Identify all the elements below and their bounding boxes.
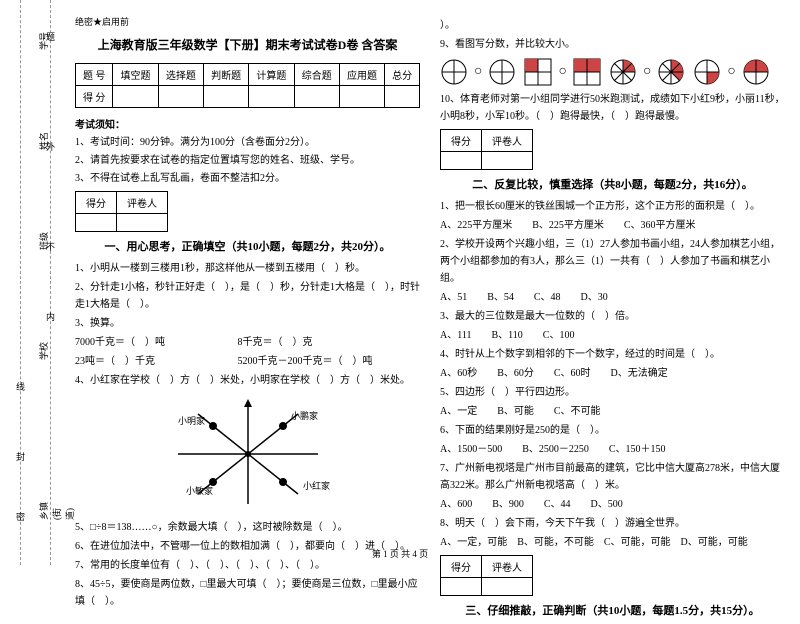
- mark-0: 题: [46, 30, 55, 43]
- q2-3: 3、最大的三位数是最大一位数的（ ）倍。: [440, 308, 785, 325]
- q1-8: 8、45÷5，要使商是两位数，□里最大可填（ ）；要使商是三位数，□里最小应填（…: [75, 576, 420, 610]
- cmp-1: ○: [474, 64, 482, 80]
- q1-4: 4、小红家在学校（ ）方（ ）米处，小明家在学校（ ）方（ ）米处。: [75, 372, 420, 389]
- section2-heading: 二、反复比较，慎重选择（共8小题，每题2分，共16分）。: [440, 176, 785, 192]
- section3-heading: 三、仔细推敲，正确判断（共10小题，每题1.5分，共15分）。: [440, 602, 785, 618]
- side-label-4: 学校: [37, 342, 50, 360]
- mark-3: 内: [46, 310, 55, 323]
- q2-8: 8、明天（ ）会下雨，今天下午我（ ）游遍全世界。: [440, 515, 785, 532]
- notice-title: 考试须知：: [75, 116, 420, 131]
- side-label-5: 乡镇(街道): [37, 497, 76, 520]
- direction-diagram: 小鹏家 小红家 小敏家 小明家: [158, 394, 338, 514]
- score-h6: 应用题: [339, 64, 384, 86]
- dlabel-w: 小明家: [178, 415, 205, 426]
- score-h3: 判断题: [203, 64, 248, 86]
- notice-3: 3、不得在试卷上乱写乱画，卷面不整洁扣2分。: [75, 171, 420, 187]
- q1-9: 9、看图写分数，并比较大小。: [440, 36, 785, 53]
- dlabel-n: 小鹏家: [291, 410, 318, 421]
- dlabel-s: 小敏家: [186, 485, 213, 496]
- q1-3d: 5200千克－200千克＝（ ）吨: [238, 356, 373, 367]
- exam-page: 学号 姓名 班级 学校 乡镇(街道) 题 外 不 内 线 封 密 绝密★启用前 …: [0, 0, 800, 565]
- score-h0: 题 号: [76, 64, 113, 86]
- dash-line-1: [20, 0, 21, 565]
- binding-sidebar: 学号 姓名 班级 学校 乡镇(街道) 题 外 不 内 线 封 密: [0, 0, 60, 565]
- q1-8-cont: ）。: [440, 17, 785, 34]
- mark-6: 密: [16, 510, 25, 523]
- q2-7-opts: A、600 B、900 C、44 D、500: [440, 496, 785, 513]
- left-column: 绝密★启用前 上海教育版三年级数学【下册】期末考试试卷D卷 含答案 题 号 填空…: [75, 15, 420, 624]
- content-area: 绝密★启用前 上海教育版三年级数学【下册】期末考试试卷D卷 含答案 题 号 填空…: [75, 15, 785, 624]
- score-h2: 选择题: [158, 64, 203, 86]
- q2-6: 6、下面的结果刚好是250的是（ ）。: [440, 422, 785, 439]
- frac-pair-3: ○: [609, 58, 685, 86]
- dlabel-e: 小红家: [303, 480, 330, 491]
- dash-line-2: [50, 0, 51, 565]
- score-h4: 计算题: [249, 64, 294, 86]
- q1-1: 1、小明从一楼到三楼用1秒，那这样他从一楼到五楼用（ ）秒。: [75, 260, 420, 277]
- cmp-2: ○: [558, 64, 566, 80]
- q2-4: 4、时针从上个数字到相邻的下一个数字，经过的时间是（ ）。: [440, 346, 785, 363]
- q1-3: 3、换算。: [75, 315, 420, 332]
- q2-6-opts: A、1500－500 B、2500－2250 C、150＋150: [440, 441, 785, 458]
- score-h5: 综合题: [294, 64, 339, 86]
- notice-block: 1、考试时间：90分钟。满分为100分（含卷面分2分）。 2、请首先按要求在试卷…: [75, 135, 420, 187]
- confidential-label: 绝密★启用前: [75, 15, 420, 28]
- eval-table-1: 得分评卷人: [75, 191, 168, 232]
- cmp-4: ○: [727, 64, 735, 80]
- q2-1-opts: A、225平方厘米 B、225平方厘米 C、360平方厘米: [440, 217, 785, 234]
- q2-5: 5、四边形（ ）平行四边形。: [440, 384, 785, 401]
- q2-1: 1、把一根长60厘米的铁丝围城一个正方形，这个正方形的面积是（ ）。: [440, 198, 785, 215]
- q2-5-opts: A、一定 B、可能 C、不可能: [440, 403, 785, 420]
- q1-10: 10、体育老师对第一小组同学进行50米跑测试，成绩如下小红9秒，小丽11秒，小明…: [440, 91, 785, 125]
- mark-1: 外: [46, 140, 55, 153]
- frac-pair-4: ○: [693, 58, 769, 86]
- score-h1: 填空题: [113, 64, 158, 86]
- q2-2: 2、学校开设两个兴趣小组，三（1）27人参加书画小组，24人参加棋艺小组，两个小…: [440, 236, 785, 287]
- q1-3-row2: 23吨＝（ ）千克 5200千克－200千克＝（ ）吨: [75, 353, 420, 370]
- mark-4: 线: [16, 380, 25, 393]
- cmp-3: ○: [643, 64, 651, 80]
- eval-h1: 评卷人: [117, 192, 168, 214]
- exam-title: 上海教育版三年级数学【下册】期末考试试卷D卷 含答案: [75, 36, 420, 53]
- eval-table-2: 得分评卷人: [440, 129, 533, 170]
- q2-7: 7、广州新电视塔是广州市目前最高的建筑，它比中信大厦高278米，中信大厦高322…: [440, 460, 785, 494]
- q1-3a: 7000千克＝（ ）吨: [75, 334, 235, 351]
- eval-table-3: 得分评卷人: [440, 555, 533, 596]
- mark-5: 封: [16, 450, 25, 463]
- right-column: ）。 9、看图写分数，并比较大小。 ○ ○: [440, 15, 785, 624]
- q1-5: 5、□÷8＝138……○，余数最大填（ ），这时被除数是（ ）。: [75, 519, 420, 536]
- notice-2: 2、请首先按要求在试卷的指定位置填写您的姓名、班级、学号。: [75, 153, 420, 169]
- eval-h0: 得分: [76, 192, 117, 214]
- q2-4-opts: A、60秒 B、60分 C、60时 D、无法确定: [440, 365, 785, 382]
- mark-2: 不: [46, 240, 55, 253]
- score-r2: 得 分: [76, 86, 113, 108]
- q1-3c: 23吨＝（ ）千克: [75, 353, 235, 370]
- q1-2: 2、分针走1小格，秒针正好走（ ），是（ ）秒，分针走1大格是（ ），时针走1大…: [75, 279, 420, 313]
- q1-3-row: 7000千克＝（ ）吨 8千克＝（ ）克: [75, 334, 420, 351]
- q1-3b: 8千克＝（ ）克: [238, 337, 313, 348]
- q2-3-opts: A、111 B、110 C、100: [440, 327, 785, 344]
- notice-1: 1、考试时间：90分钟。满分为100分（含卷面分2分）。: [75, 135, 420, 151]
- section1-heading: 一、用心思考，正确填空（共10小题，每题2分，共20分）。: [75, 238, 420, 254]
- q2-2-opts: A、51 B、54 C、48 D、30: [440, 289, 785, 306]
- frac-pair-1: ○: [440, 58, 516, 86]
- fraction-diagrams: ○ ○ ○: [440, 58, 785, 86]
- frac-pair-2: ○: [524, 58, 600, 86]
- score-h7: 总分: [385, 64, 420, 86]
- score-table: 题 号 填空题 选择题 判断题 计算题 综合题 应用题 总分 得 分: [75, 63, 420, 108]
- page-footer: 第 1 页 共 4 页: [0, 547, 800, 560]
